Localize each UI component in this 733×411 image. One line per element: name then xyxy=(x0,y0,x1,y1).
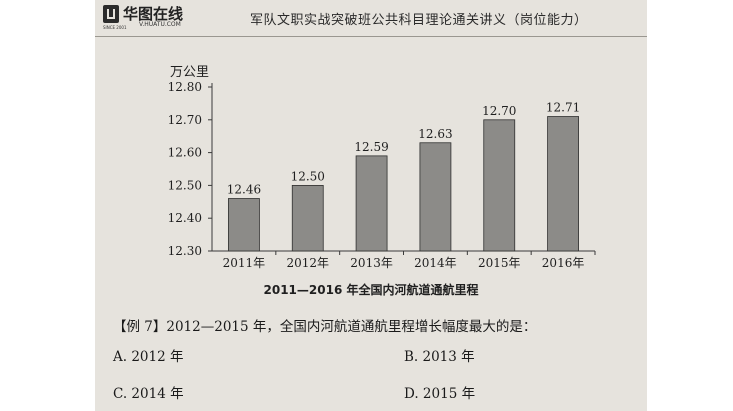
x-tick-label: 2014年 xyxy=(414,256,457,270)
y-tick-label: 12.60 xyxy=(168,146,202,160)
x-tick-label: 2015年 xyxy=(478,256,521,270)
x-tick-label: 2012年 xyxy=(286,256,329,270)
option-a: A. 2012 年 xyxy=(113,349,184,365)
x-tick-label: 2011年 xyxy=(223,256,266,270)
option-b: B. 2013 年 xyxy=(404,349,475,365)
data-label: 12.70 xyxy=(482,104,516,118)
bar xyxy=(547,116,579,252)
logo-text: 华图在线 xyxy=(123,5,184,23)
option-d: D. 2015 年 xyxy=(404,386,476,402)
bar xyxy=(228,198,260,252)
bar xyxy=(355,155,388,252)
chart-title: 2011—2016 年全国内河航道通航里程 xyxy=(263,283,479,297)
bar xyxy=(483,119,516,252)
data-label: 12.50 xyxy=(291,169,325,183)
data-label: 12.71 xyxy=(546,101,580,115)
textbook-page: 华图在线 V.HUATU.COM SINCE 2001 军队文职实战突破班公共科… xyxy=(95,0,647,411)
y-tick-label: 12.70 xyxy=(168,113,202,127)
x-tick-label: 2013年 xyxy=(350,256,393,270)
huatu-logo-icon xyxy=(103,5,119,23)
data-label: 12.46 xyxy=(227,183,261,197)
logo-url: V.HUATU.COM xyxy=(139,21,181,28)
bar-chart: 万公里 12.30 12.40 12.50 12.60 12.70 12.80 12.46 20… xyxy=(168,65,596,270)
data-label: 12.59 xyxy=(354,140,388,154)
logo-since: SINCE 2001 xyxy=(103,25,127,30)
question-text: 【例 7】2012—2015 年，全国内河航道通航里程增长幅度最大的是： xyxy=(113,319,537,335)
x-tick-label: 2016年 xyxy=(542,256,585,270)
option-c: C. 2014 年 xyxy=(113,386,184,402)
y-tick-label: 12.30 xyxy=(168,244,202,258)
y-tick-label: 12.80 xyxy=(168,80,202,94)
data-label: 12.63 xyxy=(418,127,452,141)
y-axis-label: 万公里 xyxy=(170,65,209,80)
y-tick-label: 12.50 xyxy=(168,178,202,192)
bar xyxy=(419,142,452,252)
bar xyxy=(291,184,324,252)
page-header-title: 军队文职实战突破班公共科目理论通关讲义（岗位能力） xyxy=(250,13,588,28)
y-tick-label: 12.40 xyxy=(168,211,202,225)
page-header: 华图在线 V.HUATU.COM SINCE 2001 军队文职实战突破班公共科… xyxy=(95,0,647,37)
